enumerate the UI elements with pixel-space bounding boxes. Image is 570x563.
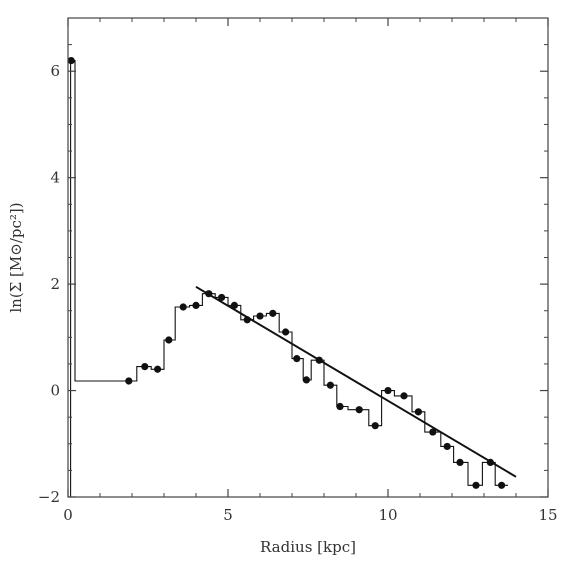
y-tick-label: −2 <box>38 488 60 506</box>
x-tick-label: 0 <box>63 506 73 524</box>
plot-marks <box>67 56 517 497</box>
x-tick-label: 15 <box>538 506 557 524</box>
step-profile-line <box>70 60 508 497</box>
plot-frame <box>67 17 549 498</box>
axis-ticks <box>67 17 549 498</box>
y-tick-label: 4 <box>50 169 60 187</box>
y-axis-label: ln(Σ [M⊙/pc²]) <box>7 202 25 312</box>
x-axis-label: Radius [kpc] <box>260 538 356 556</box>
x-tick-label: 5 <box>223 506 233 524</box>
y-tick-label: 2 <box>50 275 60 293</box>
linear-fit-line <box>195 285 517 478</box>
y-tick-label: 6 <box>50 62 60 80</box>
x-tick-label: 10 <box>378 506 397 524</box>
y-tick-label: 0 <box>50 382 60 400</box>
